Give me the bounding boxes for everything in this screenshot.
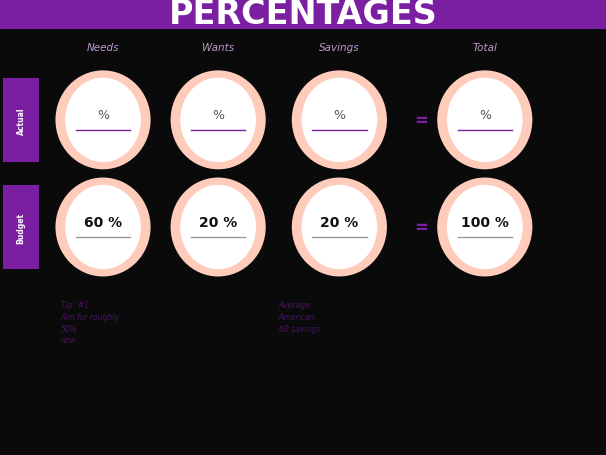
Text: %: % <box>212 109 224 121</box>
Ellipse shape <box>438 71 532 170</box>
Ellipse shape <box>181 186 256 269</box>
Text: =: = <box>415 111 428 130</box>
Text: 60 %: 60 % <box>84 215 122 229</box>
Text: Wants: Wants <box>202 43 235 53</box>
Text: 20 %: 20 % <box>199 215 238 229</box>
Text: %: % <box>333 109 345 121</box>
Ellipse shape <box>181 78 256 163</box>
Text: 20 %: 20 % <box>320 215 359 229</box>
FancyBboxPatch shape <box>0 0 606 30</box>
Text: Needs: Needs <box>87 43 119 53</box>
Ellipse shape <box>171 178 265 277</box>
Ellipse shape <box>171 71 265 170</box>
Ellipse shape <box>302 186 377 269</box>
Text: Savings: Savings <box>319 43 360 53</box>
Ellipse shape <box>447 78 522 163</box>
Text: %: % <box>479 109 491 121</box>
Text: Total: Total <box>472 43 498 53</box>
FancyBboxPatch shape <box>3 185 39 269</box>
Ellipse shape <box>447 186 522 269</box>
Ellipse shape <box>302 78 377 163</box>
Ellipse shape <box>65 186 141 269</box>
Text: PERCENTAGES: PERCENTAGES <box>168 0 438 31</box>
Text: =: = <box>415 218 428 237</box>
Ellipse shape <box>438 178 532 277</box>
Ellipse shape <box>56 71 151 170</box>
Ellipse shape <box>292 71 387 170</box>
Ellipse shape <box>56 178 151 277</box>
Text: Average
American
60 savings: Average American 60 savings <box>279 300 320 333</box>
Text: Tip: #1
Aim for roughly
50%
now: Tip: #1 Aim for roughly 50% now <box>61 300 119 344</box>
Text: Actual: Actual <box>17 107 25 134</box>
Text: Budget: Budget <box>17 212 25 243</box>
Ellipse shape <box>65 78 141 163</box>
FancyBboxPatch shape <box>3 79 39 163</box>
Text: %: % <box>97 109 109 121</box>
Text: 100 %: 100 % <box>461 215 509 229</box>
Ellipse shape <box>292 178 387 277</box>
